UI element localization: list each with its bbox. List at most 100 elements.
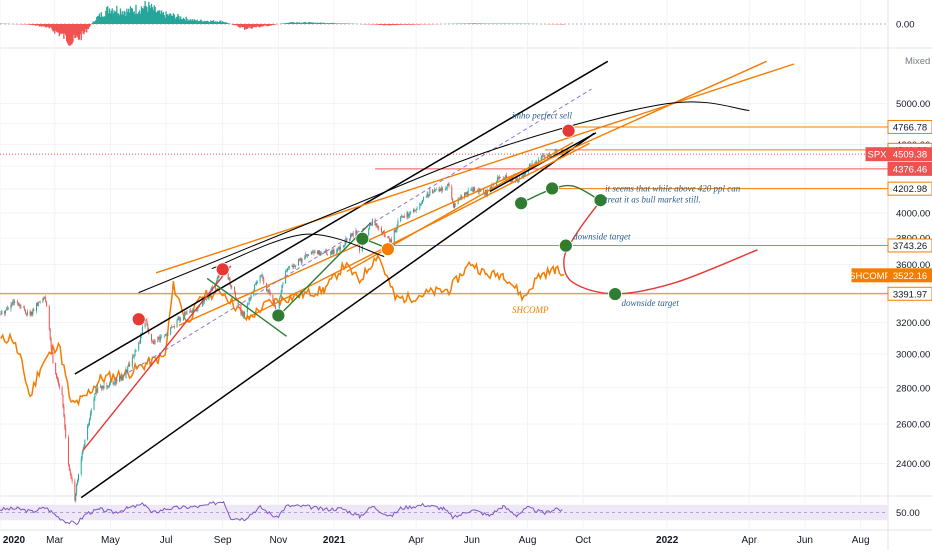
spx-candle-body — [470, 189, 472, 191]
time-tick-label: Aug — [852, 535, 870, 546]
spx-candle-body — [154, 341, 156, 342]
top-indicator-zero-label: 0.00 — [896, 20, 915, 31]
spx-candle-body — [281, 285, 283, 293]
spx-candle-body — [30, 311, 32, 316]
spx-candle-body — [157, 336, 159, 342]
spx-candle-body — [310, 253, 312, 255]
spx-candle-body — [434, 189, 436, 191]
spx-candle-body — [444, 188, 446, 191]
spx-candle-body — [160, 336, 162, 341]
spx-candle-body — [32, 309, 34, 315]
time-tick-label: Jun — [797, 535, 813, 546]
spx-candle-body — [199, 306, 201, 307]
spx-candle-body — [483, 189, 485, 194]
spx-candle-body — [433, 189, 435, 192]
spx-candle-body — [52, 352, 54, 363]
spx-candle-body — [65, 427, 67, 438]
spx-candle-body — [230, 285, 232, 288]
spx-candle-body — [62, 394, 64, 407]
spx-candle-body — [113, 383, 115, 385]
spx-candle-body — [336, 250, 338, 254]
price-label-text: SPX — [867, 150, 887, 161]
price-label-box — [887, 268, 932, 283]
spx-candle-body — [442, 187, 444, 191]
trend-line — [82, 265, 232, 451]
spx-candle-body — [389, 238, 391, 242]
spx-candle-body — [425, 196, 427, 198]
spx-candle-body — [146, 320, 148, 326]
spx-candle-body — [249, 298, 251, 300]
spx-candle-body — [288, 266, 290, 268]
price-tick-label: 3000.00 — [896, 349, 930, 360]
spx-candle-body — [64, 416, 66, 428]
spx-candle-body — [301, 259, 303, 263]
spx-candle-body — [217, 275, 219, 279]
spx-candle-body — [381, 231, 383, 234]
spx-candle-body — [555, 150, 557, 152]
curve-drawing — [520, 184, 601, 204]
spx-candle-body — [131, 356, 133, 367]
spx-candle-body — [76, 483, 78, 494]
spx-candle-body — [327, 253, 329, 255]
price-axis[interactable]: 2400.002600.002800.003000.003200.003400.… — [849, 56, 932, 470]
spx-candle-body — [280, 292, 282, 296]
trend-line — [80, 132, 595, 499]
spx-candle-body — [391, 239, 393, 243]
spx-candle-body — [215, 282, 217, 284]
spx-candle-body — [58, 384, 60, 388]
spx-candle-body — [99, 385, 101, 388]
spx-candle-body — [493, 184, 495, 186]
chart-annotation: imho perfect sell — [512, 110, 572, 120]
spx-candle-body — [314, 250, 316, 254]
spx-candle-body — [23, 307, 25, 308]
spx-candle-body — [471, 189, 473, 191]
spx-candle-body — [421, 203, 423, 204]
time-axis[interactable]: 2020 Mar May Jul Sep Nov 2021 Apr Jun Aug Oct 2022 A… — [3, 535, 870, 546]
spx-candle-body — [323, 252, 325, 254]
spx-candle-body — [496, 177, 498, 182]
scale-mode-label: Mixed — [905, 56, 930, 67]
spx-candle-body — [243, 316, 245, 317]
spx-candle-body — [120, 374, 122, 379]
spx-candle-body — [37, 302, 39, 306]
signal-marker — [561, 123, 576, 138]
spx-candle-body — [0, 313, 2, 315]
spx-candle-body — [180, 319, 182, 321]
spx-candle-body — [36, 303, 38, 312]
time-tick-label: Apr — [408, 535, 424, 546]
signal-marker — [514, 196, 529, 211]
spx-candle-body — [254, 284, 256, 292]
spx-candle-body — [152, 341, 154, 344]
spx-candle-body — [265, 283, 267, 291]
spx-candle-body — [216, 278, 218, 283]
spx-candle-body — [109, 381, 111, 384]
spx-candle-body — [541, 155, 543, 158]
spx-candle-body — [523, 174, 525, 177]
spx-candle-body — [446, 185, 448, 189]
spx-candle-body — [185, 312, 187, 314]
spx-candle-body — [107, 386, 109, 388]
spx-candle-body — [338, 247, 340, 249]
spx-candle-body — [247, 303, 249, 305]
spx-candle-body — [204, 299, 206, 300]
price-label-box — [887, 238, 932, 253]
spx-candle-body — [61, 387, 63, 395]
spx-candle-body — [100, 385, 102, 389]
spx-candle-body — [255, 282, 257, 285]
spx-candle-body — [144, 319, 146, 327]
spx-candle-body — [38, 301, 40, 303]
spx-candle-body — [426, 193, 428, 197]
signal-marker — [558, 238, 573, 253]
spx-candle-body — [412, 209, 414, 212]
spx-candle-body — [36, 303, 38, 306]
price-tick-label: 2600.00 — [896, 420, 930, 431]
spx-candle-body — [57, 379, 59, 385]
spx-candle-body — [279, 295, 281, 299]
spx-candle-body — [153, 341, 155, 344]
spx-candle-body — [114, 382, 116, 384]
price-tick-label: 5000.00 — [896, 99, 930, 110]
spx-candle-body — [413, 209, 415, 211]
spx-candle-body — [101, 386, 103, 389]
spx-candle-body — [19, 304, 21, 308]
